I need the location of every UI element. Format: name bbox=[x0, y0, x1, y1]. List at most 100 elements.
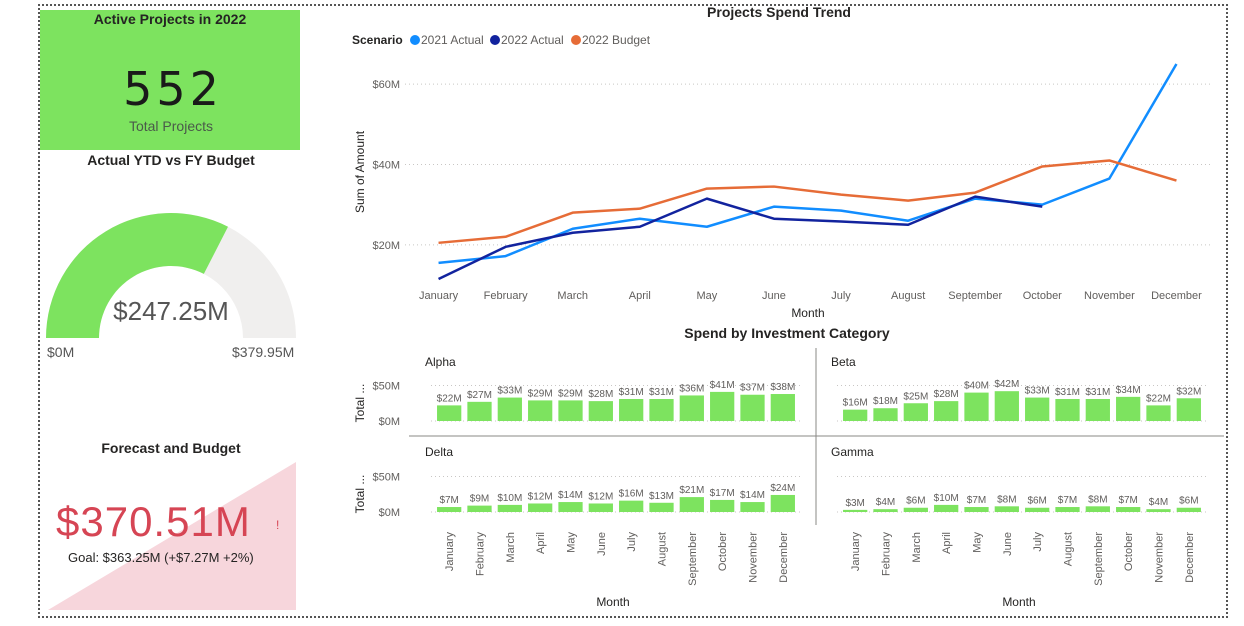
series-line[interactable] bbox=[438, 63, 1178, 265]
bar[interactable] bbox=[1176, 398, 1201, 421]
bar[interactable] bbox=[497, 504, 522, 512]
bar[interactable] bbox=[1025, 507, 1050, 512]
panel-alpha[interactable]: Alpha $0M $50M Total ... $22M $27M $33M $29M $29… bbox=[353, 355, 801, 428]
bar[interactable] bbox=[740, 502, 765, 512]
panel-beta[interactable]: Beta $16M $18M $25M $28M $40M $42M $33M $31M $31M… bbox=[831, 355, 1207, 422]
bar[interactable] bbox=[497, 397, 522, 421]
x-tick-label: November bbox=[1084, 290, 1135, 302]
bar[interactable] bbox=[649, 502, 674, 512]
bar[interactable] bbox=[903, 403, 928, 421]
bar[interactable] bbox=[588, 401, 613, 421]
bar-data-label: $16M bbox=[619, 489, 644, 500]
bar[interactable] bbox=[740, 394, 765, 421]
legend-label[interactable]: 2021 Actual bbox=[421, 33, 484, 47]
bar[interactable] bbox=[619, 500, 644, 512]
bar[interactable] bbox=[467, 401, 492, 421]
bar-chart-title: Spend by Investment Category bbox=[684, 325, 890, 341]
x-tick-label: May bbox=[696, 290, 717, 302]
bar[interactable] bbox=[588, 503, 613, 512]
forecast-triangle bbox=[48, 462, 296, 610]
bar[interactable] bbox=[873, 408, 898, 421]
bar-data-label: $29M bbox=[528, 388, 553, 399]
bar[interactable] bbox=[1116, 396, 1141, 421]
bar[interactable] bbox=[710, 499, 735, 512]
x-tick-label: October bbox=[1023, 290, 1062, 302]
bar[interactable] bbox=[934, 504, 959, 512]
gauge-min-label: $0M bbox=[47, 344, 75, 360]
bar[interactable] bbox=[1055, 398, 1080, 421]
bar[interactable] bbox=[437, 507, 462, 512]
x-tick-label: June bbox=[1002, 532, 1014, 556]
bar-data-label: $6M bbox=[906, 496, 925, 507]
bar[interactable] bbox=[770, 394, 795, 421]
x-axis-title: Month bbox=[791, 306, 824, 320]
bar-chart[interactable]: Spend by Investment Category Alpha $0M $50M… bbox=[353, 325, 1224, 609]
bar[interactable] bbox=[994, 506, 1019, 512]
bar[interactable] bbox=[964, 507, 989, 512]
x-tick-label: April bbox=[535, 532, 547, 554]
bar[interactable] bbox=[467, 505, 492, 512]
bar[interactable] bbox=[679, 395, 704, 421]
series-line[interactable] bbox=[438, 195, 1043, 281]
bar[interactable] bbox=[619, 398, 644, 421]
bar[interactable] bbox=[1146, 405, 1171, 421]
bar[interactable] bbox=[903, 507, 928, 512]
bar[interactable] bbox=[649, 398, 674, 421]
bar[interactable] bbox=[710, 391, 735, 421]
bar[interactable] bbox=[558, 400, 583, 421]
bar[interactable] bbox=[558, 502, 583, 512]
bar[interactable] bbox=[1025, 397, 1050, 421]
x-tick-label: January bbox=[419, 290, 459, 302]
y-tick-label: $0M bbox=[379, 507, 400, 519]
bar[interactable] bbox=[1085, 506, 1110, 512]
x-tick-label: August bbox=[1063, 532, 1075, 566]
panel-delta[interactable]: Delta $0M $50M Total ... $7M $9M $10M $12M $14M $… bbox=[353, 445, 801, 519]
bar[interactable] bbox=[994, 391, 1019, 421]
bar-data-label: $17M bbox=[710, 488, 735, 499]
bar[interactable] bbox=[1055, 507, 1080, 512]
bar[interactable] bbox=[843, 409, 868, 421]
bar[interactable] bbox=[1085, 398, 1110, 421]
x-tick-label: October bbox=[1123, 532, 1135, 571]
bar[interactable] bbox=[437, 405, 462, 421]
panel-title: Delta bbox=[425, 445, 453, 459]
bar[interactable] bbox=[528, 503, 553, 512]
kpi-title: Active Projects in 2022 bbox=[93, 11, 247, 27]
x-tick-label: February bbox=[484, 290, 529, 302]
bar-data-label: $33M bbox=[497, 386, 522, 397]
x-tick-label: December bbox=[778, 532, 790, 583]
bar[interactable] bbox=[528, 400, 553, 421]
bar-data-label: $10M bbox=[497, 493, 522, 504]
bar-data-label: $41M bbox=[710, 380, 735, 391]
bar[interactable] bbox=[1116, 507, 1141, 512]
active-projects-card[interactable]: Active Projects in 2022 552 Total Projec… bbox=[40, 10, 300, 150]
bar[interactable] bbox=[964, 392, 989, 421]
kpi-label: Total Projects bbox=[128, 118, 214, 134]
gauge-fill bbox=[46, 212, 229, 338]
bar-data-label: $10M bbox=[934, 493, 959, 504]
gauge-chart[interactable] bbox=[40, 205, 302, 345]
bar[interactable] bbox=[1146, 509, 1171, 512]
bar[interactable] bbox=[843, 509, 868, 512]
bar-data-label: $21M bbox=[679, 485, 704, 496]
bar[interactable] bbox=[934, 401, 959, 421]
bar[interactable] bbox=[873, 509, 898, 512]
legend-label[interactable]: 2022 Actual bbox=[501, 33, 564, 47]
bar-data-label: $33M bbox=[1025, 386, 1050, 397]
x-tick-label: August bbox=[891, 290, 925, 302]
bar[interactable] bbox=[770, 494, 795, 512]
bar[interactable] bbox=[679, 497, 704, 512]
panel-title: Alpha bbox=[425, 355, 456, 369]
line-chart-legend[interactable]: Scenario 2021 Actual 2022 Actual 2022 Budge… bbox=[352, 33, 651, 47]
legend-label[interactable]: 2022 Budget bbox=[582, 33, 651, 47]
panel-gamma[interactable]: Gamma $3M $4M $6M $10M $7M $8M $6M $7M $8M $7M $4M $… bbox=[831, 445, 1207, 513]
bar[interactable] bbox=[1176, 507, 1201, 512]
series-line[interactable] bbox=[438, 159, 1177, 245]
bar-data-label: $8M bbox=[997, 494, 1016, 505]
forecast-value[interactable]: $370.51M bbox=[56, 498, 251, 545]
y-tick-label: $20M bbox=[372, 240, 400, 252]
bar-data-label: $14M bbox=[740, 490, 765, 501]
line-chart[interactable]: Projects Spend Trend Scenario 2021 Actual 2… bbox=[352, 4, 1210, 320]
x-tick-label: January bbox=[850, 532, 862, 572]
